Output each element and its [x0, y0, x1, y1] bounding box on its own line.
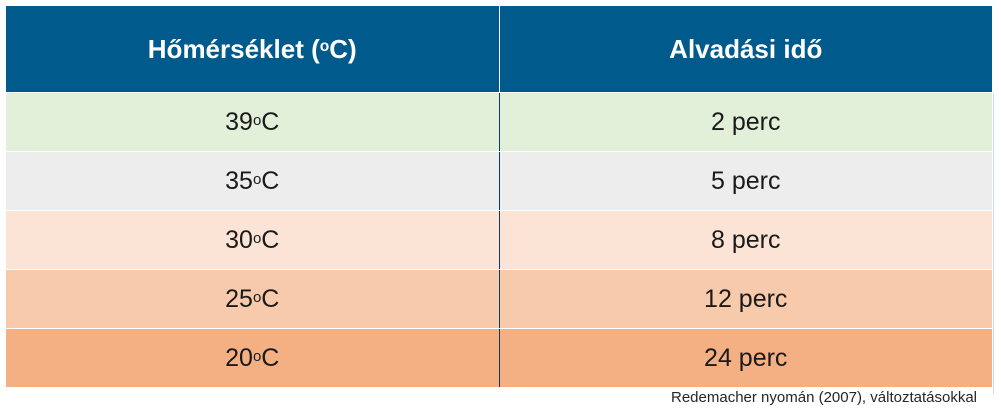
time-cell: 2 perc — [711, 107, 781, 136]
time-cell: 24 perc — [704, 343, 788, 372]
header-degree-sup: o — [319, 38, 330, 56]
source-caption: Redemacher nyomán (2007), változtatásokk… — [671, 389, 977, 406]
temperature-unit: C — [261, 107, 280, 136]
temperature-value: 35 — [225, 166, 253, 195]
temperature-unit: C — [261, 284, 280, 313]
time-cell: 8 perc — [711, 225, 781, 254]
temperature-unit: C — [261, 343, 280, 372]
table-edge-divider — [993, 94, 1001, 394]
temperature-value: 30 — [225, 225, 253, 254]
temperature-value: 25 — [225, 284, 253, 313]
temperature-value: 20 — [225, 343, 253, 372]
header-clotting-time: Alvadási idő — [669, 33, 823, 64]
degree-sup: o — [252, 230, 262, 247]
time-cell: 5 perc — [711, 166, 781, 195]
temperature-unit: C — [261, 225, 280, 254]
table-header-row: Hőmérséklet (o C) Alvadási idő — [6, 6, 992, 93]
degree-sup: o — [252, 348, 262, 365]
degree-sup: o — [252, 171, 262, 188]
header-temperature: Hőmérséklet (o C) — [6, 6, 500, 92]
temperature-value: 39 — [225, 107, 253, 136]
time-cell: 12 perc — [704, 284, 788, 313]
degree-sup: o — [252, 112, 262, 129]
degree-sup: o — [252, 289, 262, 306]
temperature-unit: C — [261, 166, 280, 195]
header-temperature-tail: C) — [329, 33, 357, 64]
header-temperature-text: Hőmérséklet ( — [147, 33, 320, 64]
